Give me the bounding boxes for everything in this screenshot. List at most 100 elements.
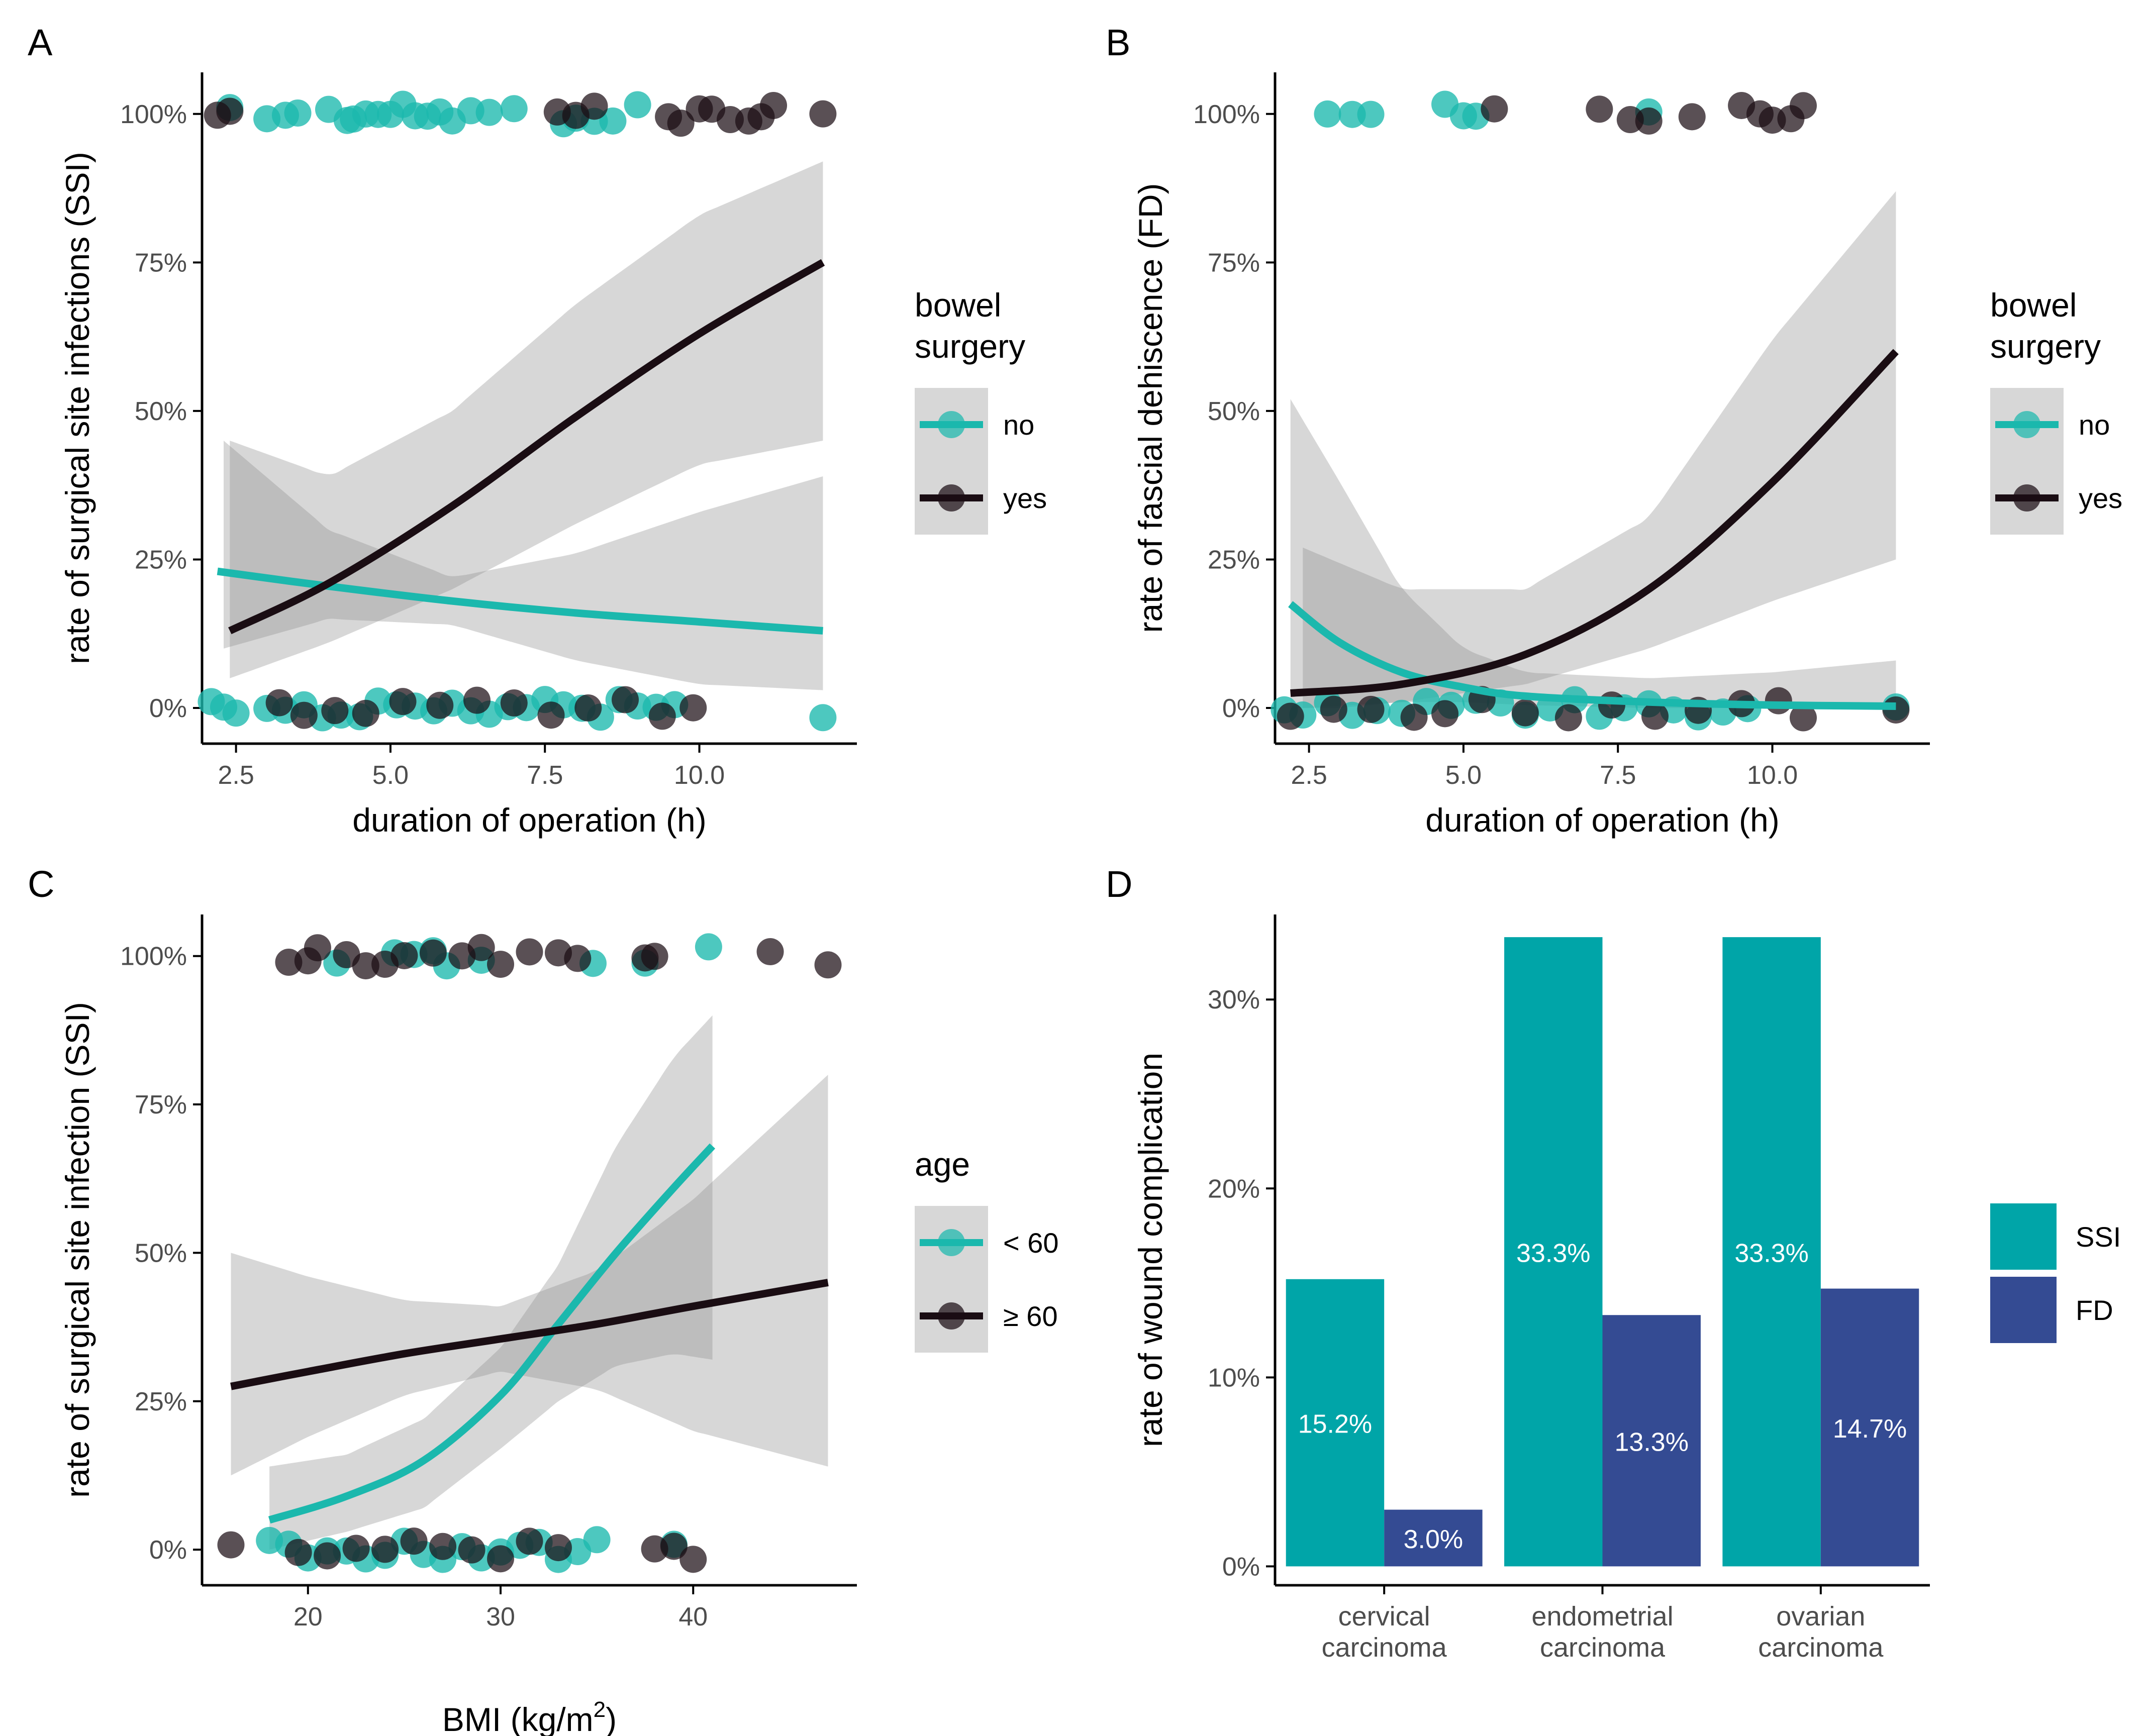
data-point — [679, 1546, 707, 1573]
data-point — [500, 689, 528, 717]
y-axis-title: rate of fascial dehiscence (FD) — [1132, 183, 1169, 633]
data-point — [760, 91, 788, 119]
data-point — [419, 939, 447, 967]
data-point — [1790, 92, 1817, 120]
x-tick-label: 2.5 — [218, 761, 254, 790]
data-point — [342, 1535, 370, 1562]
data-point — [1357, 695, 1385, 723]
confidence-band-yes — [230, 161, 823, 678]
data-point — [516, 938, 543, 966]
legend: bowel surgery no yes — [915, 286, 1047, 535]
panel-label: C — [28, 863, 54, 905]
data-point — [321, 697, 349, 725]
data-point — [516, 1527, 543, 1555]
data-point — [648, 702, 676, 730]
bar-fd — [1384, 1509, 1483, 1567]
bar-ssi — [1286, 1279, 1385, 1567]
y-tick-label: 10% — [1208, 1363, 1260, 1392]
legend-key-point — [938, 1302, 965, 1330]
data-point — [756, 938, 784, 966]
fit-line-second — [1290, 349, 1899, 697]
legend-swatch-fd — [1990, 1277, 2057, 1343]
data-point — [809, 100, 837, 128]
data-point — [1790, 704, 1817, 732]
panel-label: A — [28, 22, 53, 63]
data-point — [612, 686, 639, 713]
data-point — [599, 107, 627, 135]
fit-line-second — [230, 1279, 829, 1390]
x-tick-label: 7.5 — [1600, 761, 1636, 790]
y-tick-label: 25% — [135, 1387, 187, 1416]
data-point — [290, 701, 318, 729]
x-axis-title-unit: kg/m — [522, 1701, 594, 1736]
legend: bowel surgery no yes — [1990, 286, 2122, 535]
data-point — [814, 951, 842, 979]
y-axis-title: rate of surgical site infections (SSI) — [59, 152, 96, 664]
data-point — [463, 686, 491, 714]
legend-key-point — [2013, 411, 2040, 438]
y-tick-label: 20% — [1208, 1174, 1260, 1203]
bar-fd — [1602, 1315, 1701, 1567]
data-point — [667, 110, 695, 137]
x-axis-title-main: BMI — [442, 1701, 501, 1736]
x-tick-label: ovarian — [1776, 1601, 1865, 1631]
legend: SSI FD — [1990, 1203, 2121, 1343]
data-point — [537, 701, 565, 729]
data-point — [583, 1526, 611, 1554]
data-point — [487, 951, 515, 978]
data-point — [809, 704, 837, 732]
data-point — [429, 1533, 457, 1560]
confidence-band-60 — [269, 1015, 713, 1550]
x-tick-label: 10.0 — [674, 761, 725, 790]
legend-key-background — [915, 388, 988, 535]
bar-data-label: 33.3% — [1516, 1239, 1590, 1268]
bar-data-label: 33.3% — [1734, 1239, 1808, 1268]
data-point — [641, 943, 668, 970]
y-tick-label: 0% — [149, 694, 187, 723]
y-tick-label: 0% — [149, 1536, 187, 1565]
data-point — [1678, 103, 1706, 131]
legend-key-point — [938, 1229, 965, 1256]
x-tick-label: carcinoma — [1322, 1632, 1447, 1663]
data-point — [467, 934, 495, 961]
data-point — [391, 942, 418, 969]
x-tick-label: 40 — [678, 1602, 708, 1631]
bar-fd — [1820, 1288, 1919, 1567]
x-axis-title: duration of operation (h) — [352, 801, 706, 839]
x-tick-label: 20 — [294, 1602, 323, 1631]
x-axis-title-sup: 2 — [594, 1697, 606, 1722]
legend-title: surgery — [1990, 328, 2101, 365]
fit-line-first — [1288, 601, 1896, 710]
bar-ssi — [1504, 937, 1603, 1567]
legend-label: FD — [2076, 1294, 2113, 1326]
data-point — [564, 945, 592, 972]
x-tick-label: 5.0 — [1445, 761, 1482, 790]
x-tick-label: carcinoma — [1540, 1632, 1666, 1663]
legend-label: yes — [1003, 482, 1047, 514]
data-point — [1635, 107, 1663, 135]
y-tick-label: 75% — [135, 248, 187, 277]
bar-ssi — [1722, 937, 1821, 1567]
x-tick-label: carcinoma — [1758, 1632, 1884, 1663]
data-point — [1511, 699, 1539, 727]
data-point — [1481, 95, 1508, 123]
confidence-band-no — [1290, 399, 1896, 708]
bar-data-label: 14.7% — [1833, 1414, 1907, 1444]
x-axis-title: BMI (kg/m2) — [442, 1697, 617, 1736]
legend-key-point — [938, 411, 965, 438]
x-tick-label: 10.0 — [1747, 761, 1798, 790]
data-point — [580, 92, 608, 120]
x-tick-label: 30 — [486, 1602, 515, 1631]
x-tick-label: 2.5 — [1291, 761, 1327, 790]
bar-data-label: 3.0% — [1404, 1525, 1464, 1554]
data-point — [1400, 703, 1428, 731]
legend-key-point — [2013, 484, 2040, 512]
panel-label: B — [1106, 22, 1130, 63]
data-point — [475, 98, 503, 126]
panel-label: D — [1106, 863, 1132, 905]
data-point — [1357, 100, 1385, 128]
data-point — [1320, 695, 1347, 723]
